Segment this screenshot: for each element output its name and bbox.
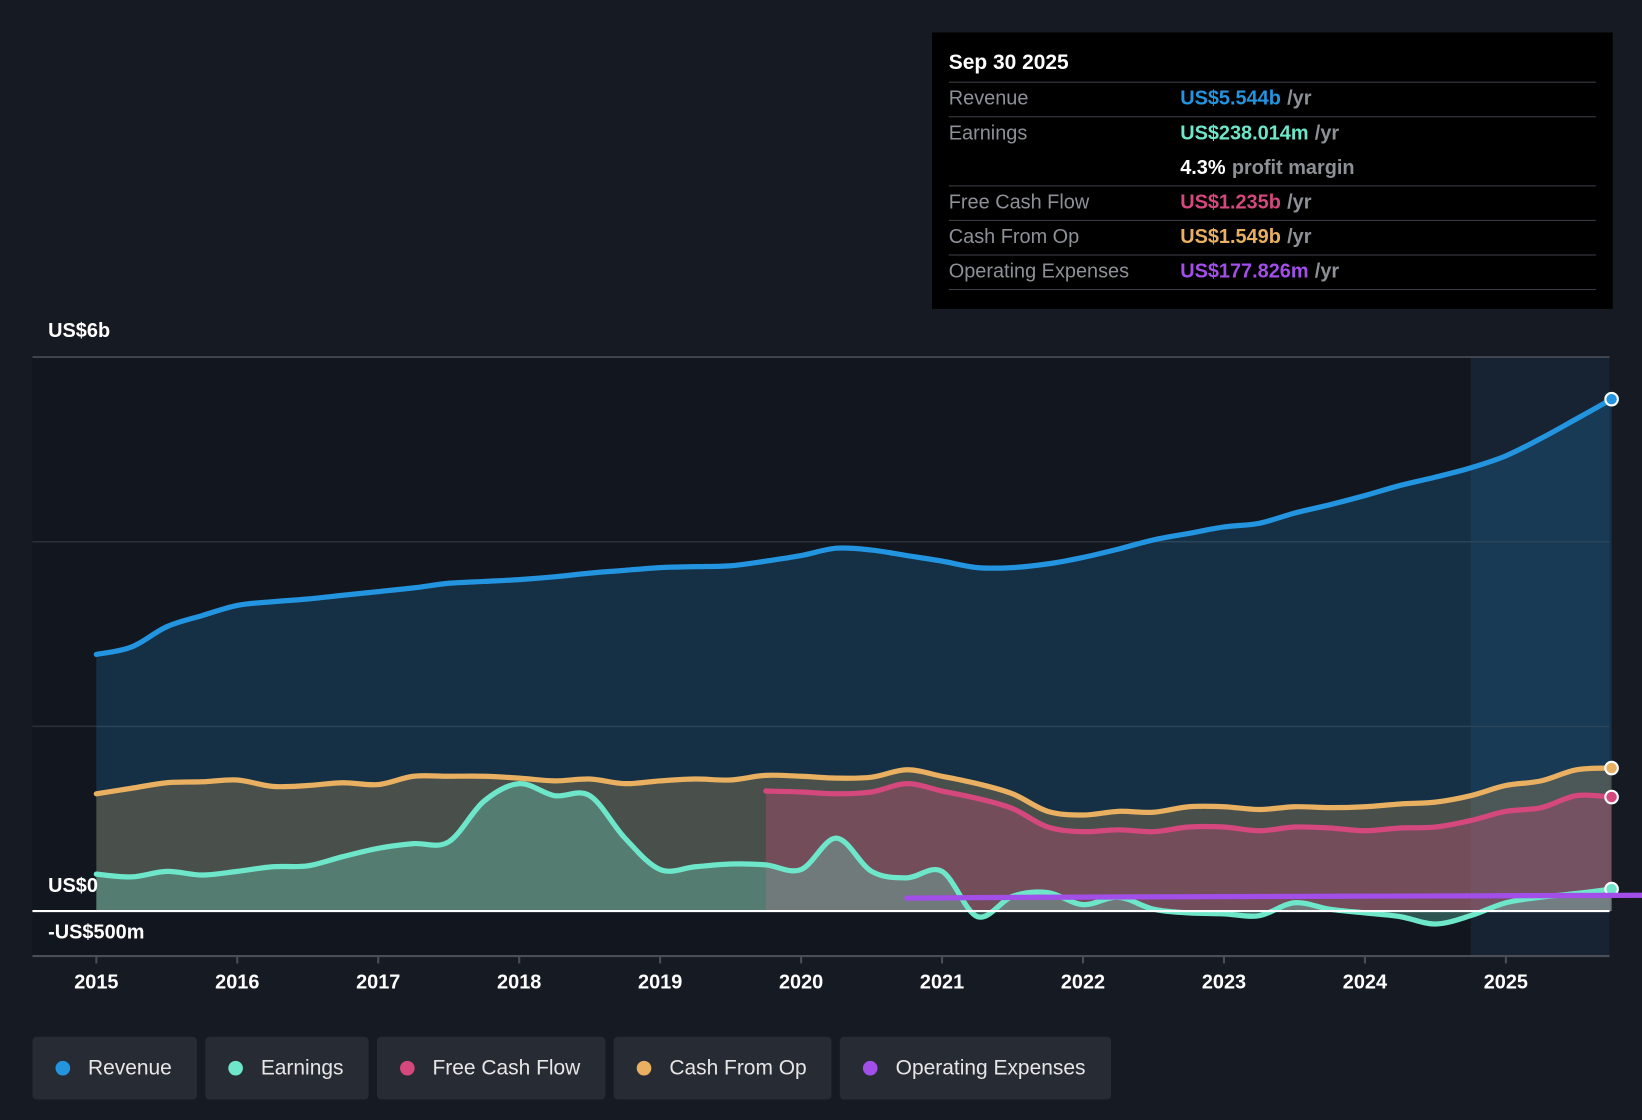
legend-dot-icon: [228, 1060, 244, 1076]
tooltip-row: 4.3% profit margin: [948, 152, 1596, 187]
x-tick-label: 2016: [215, 971, 260, 994]
legend-label: Revenue: [87, 1056, 172, 1080]
tooltip-row: Operating Expenses US$177.826m/yr: [948, 256, 1596, 291]
recent-period-shade: [1470, 357, 1610, 957]
tooltip-label: [949, 152, 1180, 186]
operating-expenses-line: [904, 892, 1642, 901]
free-cash-flow-end-marker: [1604, 789, 1619, 805]
tooltip-value: US$1.549b: [1180, 226, 1281, 249]
legend-dot-icon: [55, 1060, 71, 1076]
y-tick-label: US$6b: [48, 320, 111, 343]
tooltip-row: Free Cash Flow US$1.235b/yr: [948, 186, 1596, 221]
tooltip: Sep 30 2025 Revenue US$5.544b/yr Earnings U…: [932, 32, 1613, 309]
tooltip-value: US$177.826m: [1180, 260, 1309, 283]
legend-dot-icon: [400, 1060, 415, 1076]
tooltip-unit: /yr: [1314, 260, 1340, 283]
x-tick-label: 2015: [74, 971, 119, 994]
legend-item-cash-from-op[interactable]: Cash From Op: [613, 1036, 832, 1100]
legend-item-revenue[interactable]: Revenue: [32, 1036, 197, 1100]
cash-from-op-end-marker: [1604, 760, 1619, 776]
legend-item-earnings[interactable]: Earnings: [205, 1036, 369, 1100]
tooltip-unit: /yr: [1287, 87, 1312, 110]
tooltip-unit: /yr: [1287, 191, 1312, 214]
legend-dot-icon: [863, 1060, 878, 1076]
tooltip-row: Earnings US$238.014m/yr: [949, 117, 1596, 152]
tooltip-unit: /yr: [1287, 226, 1312, 249]
legend-label: Cash From Op: [669, 1056, 807, 1080]
x-tick-label: 2024: [1342, 971, 1388, 994]
tooltip-label: Operating Expenses: [948, 260, 1130, 283]
x-tick-label: 2019: [638, 971, 683, 994]
x-tick-label: 2017: [356, 971, 401, 994]
tooltip-label: Revenue: [948, 87, 1029, 110]
tooltip-unit: profit margin: [1231, 157, 1355, 180]
plot-background: [32, 357, 1610, 957]
revenue-line: [93, 396, 1615, 657]
earnings-line: [93, 781, 1615, 927]
tooltip-value: US$238.014m: [1180, 122, 1309, 145]
cash-from-op-line: [93, 765, 1615, 818]
legend-item-free-cash-flow[interactable]: Free Cash Flow: [376, 1036, 606, 1100]
legend-label: Operating Expenses: [895, 1056, 1086, 1080]
tooltip-unit: /yr: [1314, 122, 1340, 145]
legend: Revenue Earnings Free Cash Flow Cash From O…: [32, 1036, 1111, 1100]
cash-from-op-area: [96, 768, 1612, 912]
revenue-end-marker: [1604, 391, 1619, 407]
x-tick-label: 2022: [1060, 971, 1106, 994]
tooltip-value: US$1.235b: [1180, 191, 1281, 214]
legend-dot-icon: [636, 1060, 652, 1076]
tooltip-date: Sep 30 2025: [948, 49, 1596, 83]
x-tick-label: 2021: [919, 971, 965, 994]
tooltip-value: 4.3%: [1180, 157, 1226, 180]
y-tick-label: US$0: [48, 875, 98, 898]
x-tick-label: 2023: [1201, 971, 1247, 994]
x-tick-label: 2018: [497, 971, 542, 994]
legend-label: Free Cash Flow: [432, 1056, 581, 1080]
legend-label: Earnings: [260, 1056, 344, 1080]
x-tick-label: 2020: [778, 971, 824, 994]
free-cash-flow-line: [763, 781, 1615, 835]
tooltip-row: Revenue US$5.544b/yr: [948, 83, 1596, 118]
x-tick-label: 2025: [1483, 971, 1529, 994]
tooltip-label: Earnings: [948, 122, 1028, 145]
free-cash-flow-area: [765, 783, 1612, 912]
tooltip-label: Cash From Op: [948, 226, 1080, 249]
legend-item-operating-expenses[interactable]: Operating Expenses: [840, 1036, 1111, 1100]
tooltip-label: Free Cash Flow: [948, 191, 1090, 214]
y-tick-label: -US$500m: [48, 921, 145, 944]
tooltip-row: Cash From Op US$1.549b/yr: [948, 221, 1596, 256]
tooltip-value: US$5.544b: [1180, 87, 1281, 110]
